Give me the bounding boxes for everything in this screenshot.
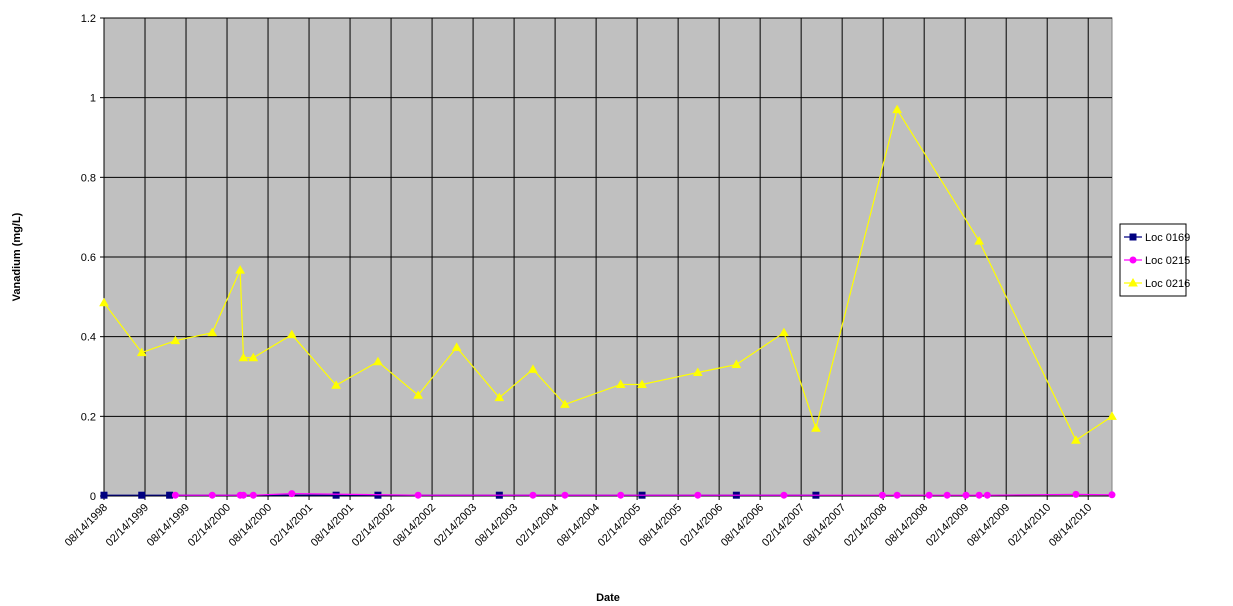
legend-label: Loc 0215 [1145, 255, 1190, 267]
marker [99, 297, 109, 307]
legend-marker [1128, 277, 1138, 287]
marker [138, 491, 146, 499]
legend-label: Loc 0169 [1145, 232, 1190, 244]
marker [975, 491, 983, 499]
legend-marker [1129, 256, 1137, 264]
y-tick-label: 0.4 [81, 332, 96, 344]
marker [170, 335, 181, 345]
x-tick-label: 02/14/2004 [514, 502, 561, 549]
x-tick-label: 02/14/2006 [678, 502, 725, 549]
x-tick-label: 02/14/2009 [924, 502, 971, 549]
marker [248, 352, 259, 362]
marker [100, 491, 108, 499]
y-tick-label: 0.2 [81, 411, 96, 423]
legend-marker [1129, 233, 1137, 241]
x-tick-label: 08/14/2005 [637, 502, 684, 549]
marker [560, 399, 570, 408]
x-tick-label: 08/14/2001 [309, 502, 356, 549]
marker [892, 104, 902, 114]
marker [207, 327, 218, 337]
marker [779, 327, 789, 337]
x-tick-label: 08/14/2010 [1047, 502, 1094, 549]
marker [288, 490, 296, 498]
marker [239, 491, 247, 499]
marker [731, 359, 742, 369]
marker [1071, 435, 1081, 444]
marker [561, 491, 569, 499]
x-axis-title: Date [596, 592, 620, 604]
x-tick-label: 08/14/2006 [719, 502, 766, 549]
marker [1107, 411, 1117, 420]
x-tick-label: 08/14/2008 [883, 502, 930, 549]
x-tick-label: 02/14/2002 [350, 502, 397, 549]
x-tick-label: 02/14/1999 [104, 502, 151, 549]
y-tick-label: 0.8 [81, 172, 96, 184]
x-tick-label: 02/14/2003 [432, 502, 479, 549]
x-tick-label: 02/14/2010 [1006, 502, 1053, 549]
y-tick-label: 1.2 [81, 13, 96, 25]
marker [373, 356, 383, 366]
marker [451, 342, 462, 351]
marker [878, 491, 886, 499]
marker [811, 423, 821, 432]
marker [414, 491, 422, 499]
marker [136, 347, 147, 357]
x-tick-label: 08/14/2009 [965, 502, 1012, 549]
marker [235, 265, 246, 274]
y-tick-label: 1 [90, 93, 96, 105]
marker [692, 367, 703, 377]
marker [780, 491, 788, 499]
marker [962, 491, 970, 499]
x-tick-label: 08/14/2002 [391, 502, 438, 549]
marker [974, 236, 984, 245]
marker [286, 329, 297, 339]
marker [529, 491, 537, 499]
x-tick-label: 02/14/2008 [842, 502, 889, 549]
marker [171, 491, 179, 499]
x-tick-label: 08/14/2003 [473, 502, 520, 549]
x-tick-label: 02/14/2007 [760, 502, 807, 549]
marker [494, 392, 505, 402]
x-tick-label: 02/14/2005 [596, 502, 643, 549]
marker [238, 352, 249, 362]
marker [208, 491, 216, 499]
marker [983, 491, 991, 499]
y-axis-title: Vanadium (mg/L) [11, 212, 23, 301]
x-tick-label: 08/14/2004 [555, 502, 602, 549]
marker [893, 491, 901, 499]
x-tick-label: 08/14/2007 [801, 502, 848, 549]
x-tick-label: 02/14/2000 [186, 502, 233, 549]
legend-label: Loc 0216 [1145, 278, 1190, 290]
marker [617, 491, 625, 499]
marker [332, 491, 340, 499]
marker [331, 380, 341, 389]
y-tick-label: 0 [90, 491, 96, 503]
x-tick-label: 02/14/2001 [268, 502, 315, 549]
marker [1108, 491, 1116, 499]
marker [615, 379, 626, 388]
marker [637, 379, 647, 388]
marker [925, 491, 933, 499]
x-tick-label: 08/14/2000 [227, 502, 274, 549]
y-tick-label: 0.6 [81, 252, 96, 264]
marker [528, 364, 538, 373]
x-tick-label: 08/14/1998 [63, 502, 110, 549]
marker [1072, 490, 1080, 498]
marker [166, 491, 174, 499]
marker [943, 491, 951, 499]
x-tick-label: 08/14/1999 [145, 502, 192, 549]
marker [249, 491, 257, 499]
marker [413, 390, 423, 399]
marker [694, 491, 702, 499]
